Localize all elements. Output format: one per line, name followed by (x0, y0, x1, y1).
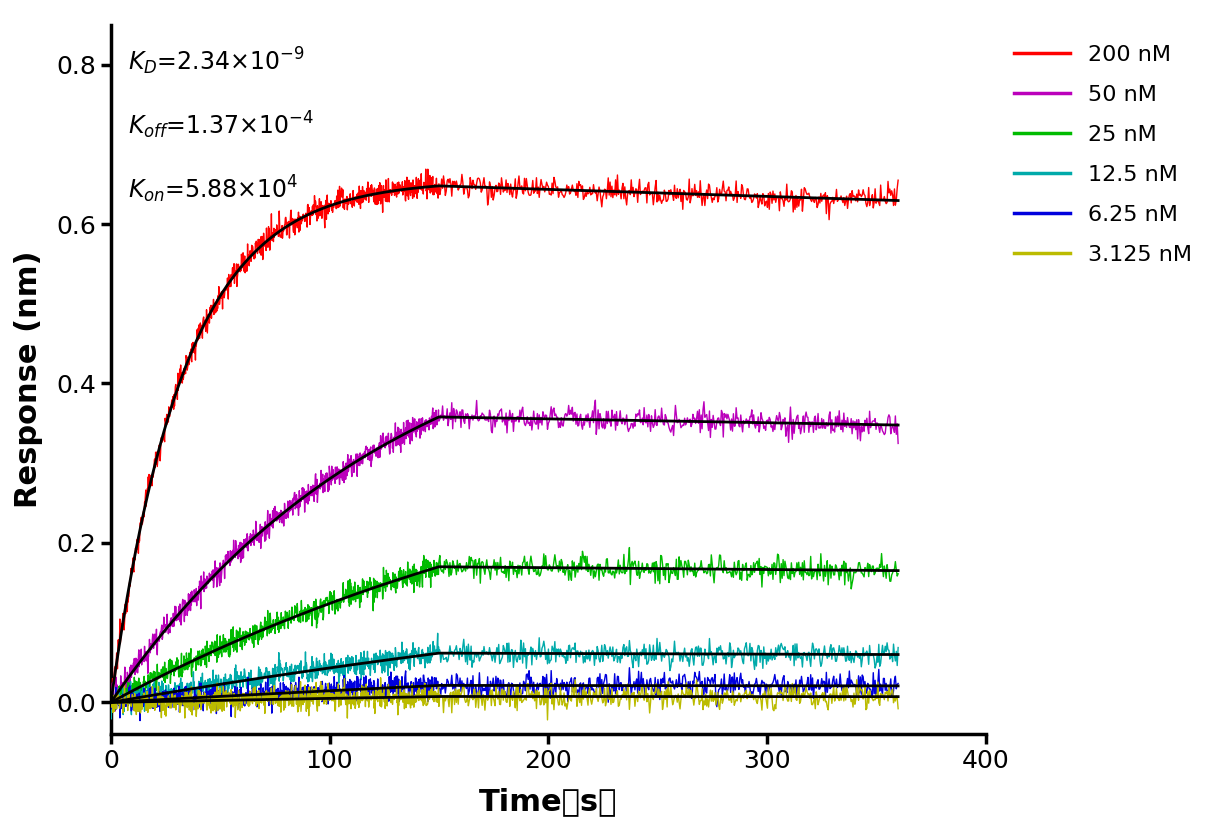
Text: $K_{on}$=5.88×10$^{4}$: $K_{on}$=5.88×10$^{4}$ (128, 174, 298, 205)
X-axis label: Time（s）: Time（s） (479, 787, 617, 816)
Text: $K_D$=2.34×10$^{-9}$: $K_D$=2.34×10$^{-9}$ (128, 46, 304, 78)
Text: $K_{off}$=1.37×10$^{-4}$: $K_{off}$=1.37×10$^{-4}$ (128, 110, 314, 141)
Legend: 200 nM, 50 nM, 25 nM, 12.5 nM, 6.25 nM, 3.125 nM: 200 nM, 50 nM, 25 nM, 12.5 nM, 6.25 nM, … (1005, 35, 1200, 274)
Y-axis label: Response (nm): Response (nm) (14, 251, 43, 508)
